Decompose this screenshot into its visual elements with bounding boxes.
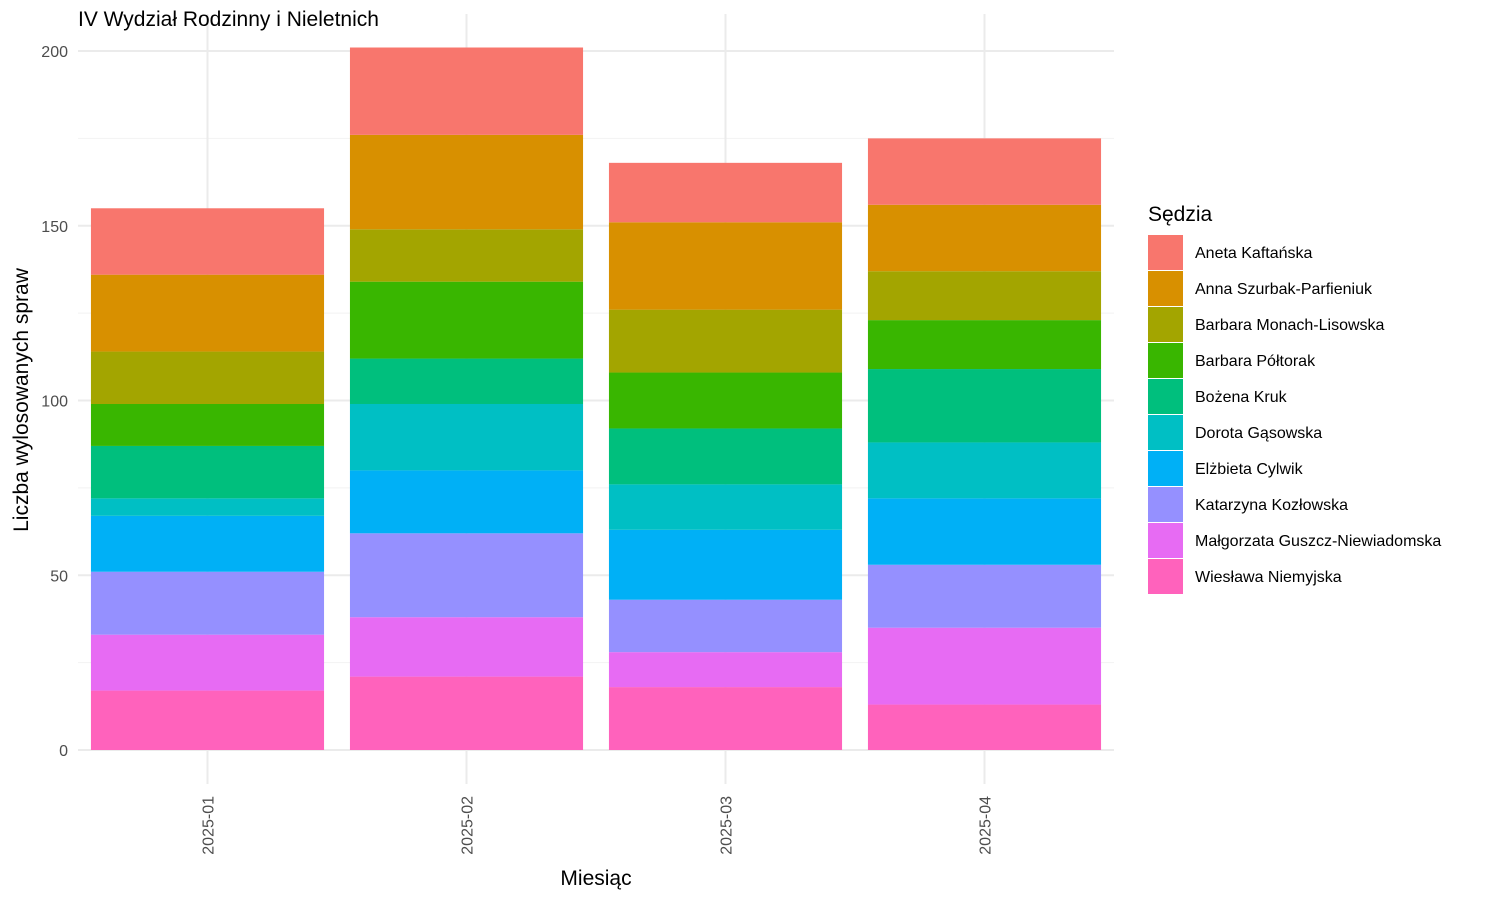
x-tick-label: 2025-03 <box>719 796 736 855</box>
bar-segment <box>90 498 325 516</box>
bar-segment <box>608 428 843 485</box>
y-tick-label: 150 <box>41 219 68 236</box>
y-tick-label: 200 <box>41 44 68 61</box>
y-tick-label: 0 <box>59 743 68 760</box>
chart-title: IV Wydział Rodzinny i Nieletnich <box>78 8 379 31</box>
bar-segment <box>349 281 584 359</box>
bar-segment <box>349 47 584 135</box>
legend-swatch <box>1148 415 1183 450</box>
bar-segment <box>90 515 325 572</box>
bar-segment <box>90 208 325 275</box>
legend-label: Dorota Gąsowska <box>1195 425 1322 442</box>
legend-swatch <box>1148 451 1183 486</box>
legend-swatch <box>1148 487 1183 522</box>
legend-swatch <box>1148 523 1183 558</box>
bar-segment <box>608 309 843 373</box>
x-axis-ticks: 2025-01 2025-02 2025-03 2025-04 <box>201 796 995 855</box>
bar-segment <box>867 369 1102 443</box>
bar-segment <box>349 403 584 471</box>
bar-segment <box>608 222 843 310</box>
legend-swatch <box>1148 343 1183 378</box>
x-tick-label: 2025-01 <box>201 796 218 855</box>
bar-segment <box>90 351 325 404</box>
legend-swatch <box>1148 559 1183 594</box>
legend-label: Katarzyna Kozłowska <box>1195 497 1348 514</box>
bar-segment <box>867 138 1102 205</box>
bar-segment <box>608 529 843 600</box>
bar-segment <box>608 484 843 530</box>
legend-title: Sędzia <box>1148 203 1213 226</box>
bar-segment <box>608 599 843 653</box>
bar-segment <box>867 204 1102 272</box>
bar-segment <box>90 690 325 750</box>
bar-segment <box>608 372 843 429</box>
x-tick-label: 2025-02 <box>460 796 477 855</box>
bar-segment <box>867 442 1102 499</box>
legend-label: Bożena Kruk <box>1195 389 1288 406</box>
legend-label: Wiesława Niemyjska <box>1195 569 1342 586</box>
legend-label: Małgorzata Guszcz-Niewiadomska <box>1195 533 1441 550</box>
bar-segment <box>349 134 584 230</box>
y-axis-ticks: 0 50 100 150 200 <box>41 44 68 760</box>
x-tick-label: 2025-04 <box>978 796 995 855</box>
bars-layer <box>90 47 1102 750</box>
legend-label: Barbara Półtorak <box>1195 353 1316 370</box>
bar-segment <box>349 358 584 404</box>
y-axis-title: Liczba wylosowanych spraw <box>10 267 33 532</box>
x-axis-title: Miesiąc <box>560 867 631 890</box>
legend-label: Elżbieta Cylwik <box>1195 461 1304 478</box>
bar-segment <box>867 320 1102 370</box>
legend-label: Anna Szurbak-Parfieniuk <box>1195 281 1373 298</box>
legend-swatch <box>1148 379 1183 414</box>
bar-segment <box>349 676 584 750</box>
bar-segment <box>608 652 843 688</box>
bar-segment <box>349 617 584 677</box>
bar-segment <box>867 704 1102 750</box>
legend: Sędzia Aneta Kaftańska Anna Szurbak-Parfi… <box>1148 203 1441 594</box>
y-tick-label: 50 <box>50 568 68 585</box>
bar-segment <box>90 403 325 446</box>
bar-segment <box>867 627 1102 705</box>
legend-label: Barbara Monach-Lisowska <box>1195 317 1385 334</box>
bar-segment <box>349 229 584 282</box>
y-tick-label: 100 <box>41 394 68 411</box>
bar-segment <box>90 445 325 499</box>
bar-segment <box>90 571 325 635</box>
bar-segment <box>349 470 584 534</box>
bar-segment <box>867 564 1102 628</box>
bar-segment <box>90 634 325 691</box>
legend-swatch <box>1148 307 1183 342</box>
bar-segment <box>608 162 843 223</box>
legend-swatch <box>1148 271 1183 306</box>
bar-segment <box>90 274 325 352</box>
bar-segment <box>608 687 843 750</box>
legend-swatch <box>1148 235 1183 270</box>
bar-segment <box>349 533 584 618</box>
bar-segment <box>867 271 1102 321</box>
legend-label: Aneta Kaftańska <box>1195 245 1313 262</box>
bar-segment <box>867 498 1102 565</box>
